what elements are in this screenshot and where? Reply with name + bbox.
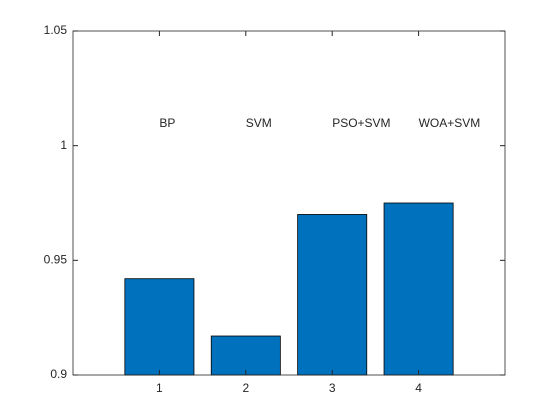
annotation: WOA+SVM [419, 116, 481, 130]
x-tick-label: 3 [329, 381, 336, 395]
y-tick-label: 1.05 [44, 23, 68, 37]
annotation: SVM [246, 116, 272, 130]
axes-box [72, 30, 506, 376]
bar [124, 278, 195, 376]
y-tick-label: 0.95 [44, 253, 68, 267]
bar [383, 202, 454, 376]
bar [297, 214, 368, 376]
annotation: BP [159, 116, 175, 130]
annotation: PSO+SVM [332, 116, 390, 130]
bar [210, 335, 281, 376]
x-tick-label: 4 [415, 381, 422, 395]
x-tick-label: 2 [242, 381, 249, 395]
y-tick-label: 0.9 [50, 367, 67, 381]
y-tick-label: 1 [60, 138, 67, 152]
x-tick-label: 1 [156, 381, 163, 395]
